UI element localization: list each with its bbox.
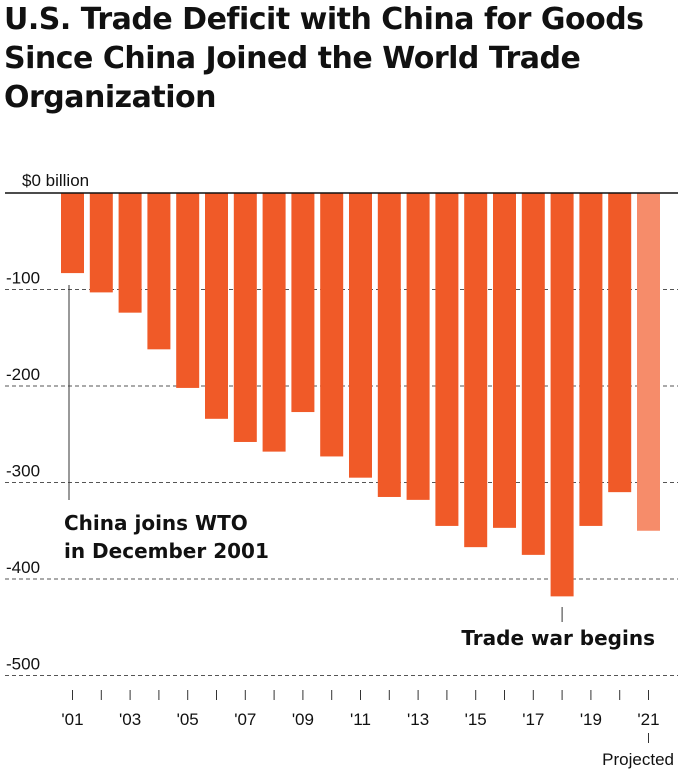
x-tick-label: '07 xyxy=(234,710,256,729)
bar xyxy=(579,193,603,526)
bar xyxy=(320,193,344,457)
bar xyxy=(608,193,632,493)
bar xyxy=(176,193,200,388)
x-tick-label: '21 xyxy=(637,710,659,729)
bar xyxy=(464,193,488,548)
x-tick-label: '19 xyxy=(580,710,602,729)
annotation-text-wto: China joins WTO xyxy=(64,511,248,535)
y-tick-label: -500 xyxy=(6,655,40,674)
x-tick-label: '13 xyxy=(407,710,429,729)
bar xyxy=(406,193,430,500)
bar xyxy=(493,193,516,528)
x-tick-label: '11 xyxy=(350,710,371,729)
y-tick-label: -400 xyxy=(6,558,40,577)
bar xyxy=(262,193,286,452)
x-tick-label: '09 xyxy=(292,710,314,729)
bar xyxy=(233,193,257,442)
x-tick-label: '17 xyxy=(522,710,544,729)
bar xyxy=(377,193,401,497)
bar xyxy=(550,193,574,597)
bar xyxy=(147,193,171,350)
chart-title: U.S. Trade Deficit with China for Goods … xyxy=(4,2,644,115)
x-tick-label: '03 xyxy=(119,710,141,729)
bar xyxy=(89,193,113,293)
x-tick-label: '01 xyxy=(61,710,83,729)
bar xyxy=(205,193,228,419)
bar xyxy=(291,193,315,413)
y-tick-label: -300 xyxy=(6,462,40,481)
bar xyxy=(349,193,372,478)
bar xyxy=(61,193,84,274)
projected-bar xyxy=(637,193,660,531)
annotation-text-wto: in December 2001 xyxy=(64,539,269,563)
bar xyxy=(521,193,545,555)
y-tick-label: -200 xyxy=(6,365,40,384)
projected-label: Projected xyxy=(602,750,674,769)
bar xyxy=(435,193,459,526)
y-tick-label: -100 xyxy=(6,269,40,288)
annotation-text-trade-war: Trade war begins xyxy=(461,626,655,650)
bar xyxy=(118,193,142,313)
y-axis-label: $0 billion xyxy=(22,171,89,190)
x-tick-label: '15 xyxy=(465,710,487,729)
x-tick-label: '05 xyxy=(177,710,199,729)
